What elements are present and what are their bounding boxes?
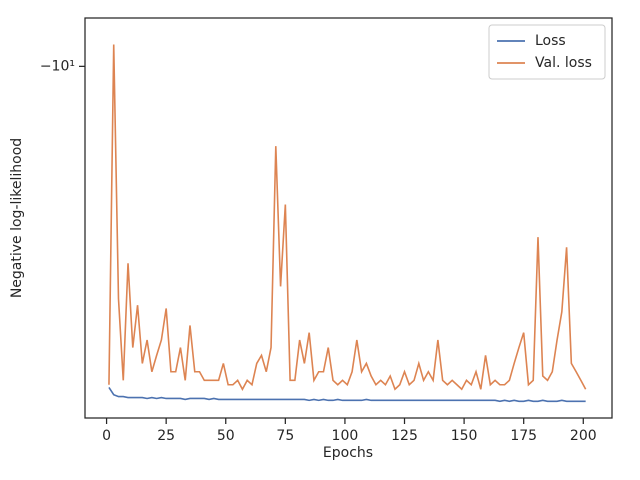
data-line <box>108 44 587 391</box>
x-tick-label: 200 <box>570 428 597 444</box>
x-axis-label: Epochs <box>323 445 373 461</box>
y-tick-label: −10¹ <box>40 58 75 74</box>
legend-label: Loss <box>535 33 566 49</box>
data-line <box>108 387 586 403</box>
x-tick-label: 75 <box>276 428 294 444</box>
legend-label: Val. loss <box>535 55 592 71</box>
plot-frame <box>84 17 613 419</box>
x-tick-label: 125 <box>391 428 418 444</box>
x-tick-label: 175 <box>510 428 537 444</box>
x-tick-label: 50 <box>217 428 235 444</box>
x-tick-label: 150 <box>451 428 478 444</box>
y-axis-label: Negative log-likelihood <box>9 138 25 298</box>
x-tick-label: 0 <box>102 428 111 444</box>
x-tick-label: 25 <box>157 428 175 444</box>
x-tick-label: 100 <box>332 428 359 444</box>
legend-box <box>488 24 606 80</box>
